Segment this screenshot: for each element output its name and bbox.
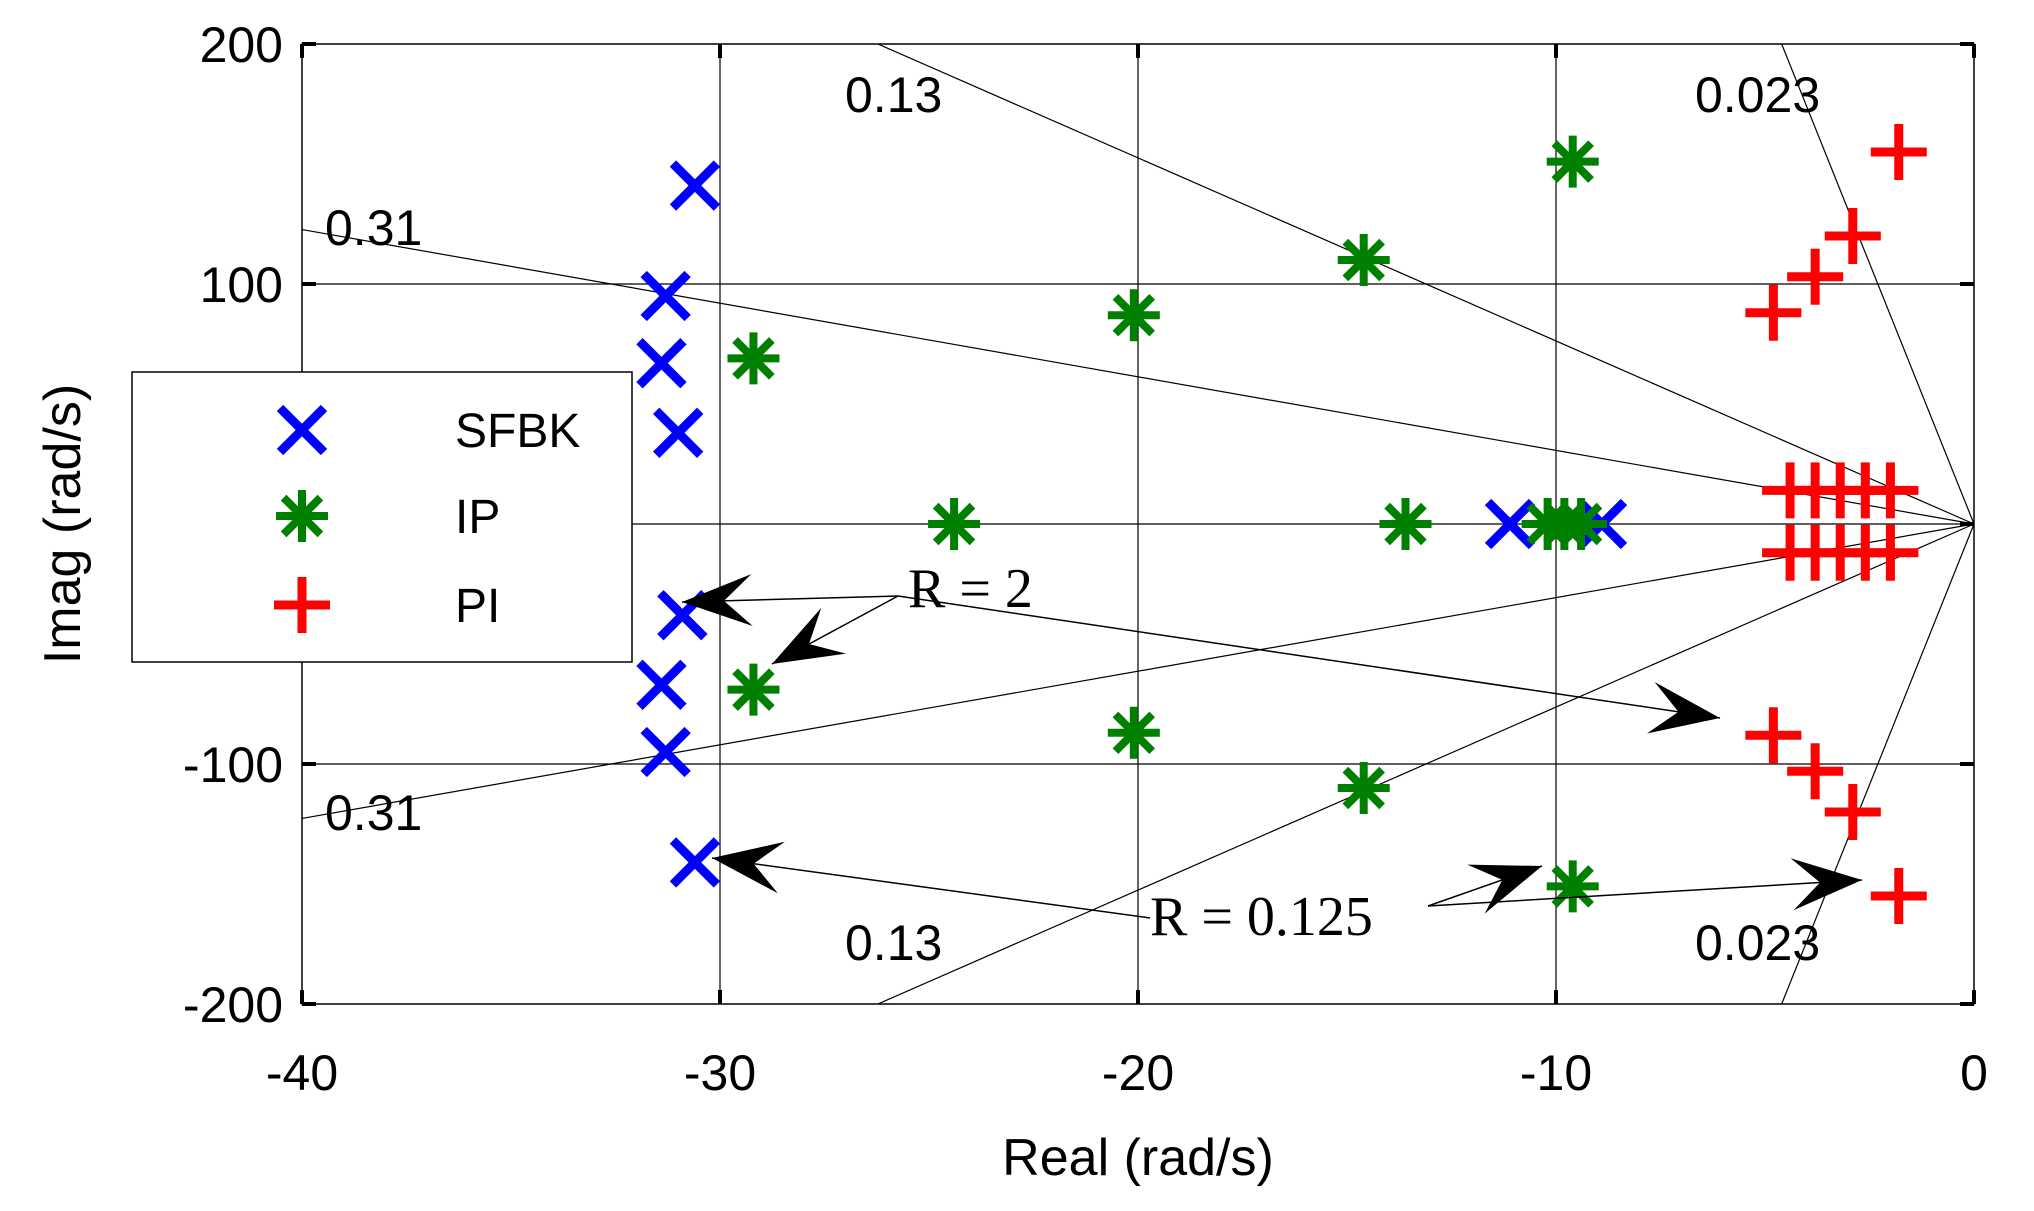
pole-sfbk [640, 270, 691, 322]
marker-stroke [1384, 502, 1427, 546]
legend-marker-pi [274, 577, 330, 633]
pole-pi [1787, 743, 1844, 800]
arrow-head [1790, 858, 1862, 911]
pole-pi [1787, 248, 1844, 305]
damping-label: 0.13 [845, 67, 942, 123]
annotations: R = 2 R = 0.125 [681, 558, 1863, 948]
marker-stroke [932, 502, 976, 546]
pole-ip [1546, 135, 1599, 188]
pole-ip [1337, 234, 1390, 286]
pole-ip [1107, 706, 1160, 759]
pole-ip [1107, 289, 1160, 342]
damping-line [1781, 523, 1975, 1005]
pole-sfbk [1484, 498, 1536, 550]
annotation-label: R = 0.125 [1150, 886, 1373, 948]
pole-ip [1546, 860, 1599, 913]
arrow-line [1427, 879, 1863, 907]
pole-sfbk [636, 338, 687, 389]
y-tick-label: -100 [183, 737, 283, 793]
pole-pi [1745, 284, 1802, 341]
legend-box [131, 371, 633, 663]
legend-marker-ip [276, 490, 328, 542]
damping-line [301, 523, 1975, 820]
y-axis-label: Imag (rad/s) [34, 384, 92, 664]
marker-stroke [669, 160, 721, 211]
legend-label-pi: PI [455, 580, 500, 633]
damping-label: 0.13 [845, 915, 942, 971]
pole-pi [1870, 868, 1927, 924]
marker-stroke [1484, 498, 1536, 550]
pole-pi [1824, 784, 1881, 840]
damping-line [877, 43, 1975, 525]
pole-pi [1824, 208, 1881, 264]
arrow-head [1467, 864, 1542, 914]
x-axis-label: Real (rad/s) [1002, 1129, 1274, 1187]
arrow-head [682, 574, 753, 627]
marker-stroke [640, 270, 691, 322]
marker-stroke [1559, 502, 1603, 546]
pole-ip [1555, 498, 1608, 550]
pole-pi [1862, 524, 1919, 581]
marker-stroke [636, 659, 687, 710]
damping-lines: 0.31 0.13 0.023 0.31 0.13 0.023 [301, 43, 1975, 1005]
marker-stroke [1342, 238, 1385, 282]
arrow-line [711, 857, 1151, 919]
marker-stroke [732, 337, 775, 380]
x-tick-label: 0 [1960, 1045, 1988, 1101]
y-tick-label: -200 [183, 977, 283, 1033]
legend-marker-sfbk [276, 404, 328, 456]
x-tick-label: -10 [1520, 1045, 1592, 1101]
damping-line [301, 228, 1975, 525]
marker-stroke [653, 407, 704, 458]
y-tick-label: 200 [200, 17, 283, 73]
marker-stroke [1112, 711, 1156, 755]
marker-stroke [1551, 140, 1594, 183]
pole-pi [1862, 462, 1919, 519]
pole-markers [636, 124, 1927, 924]
pole-sfbk [636, 659, 687, 710]
marker-stroke [1112, 293, 1156, 337]
legend: SFBK IP PI [131, 371, 633, 663]
marker-stroke [636, 338, 687, 389]
x-tick-label: -20 [1102, 1045, 1174, 1101]
pole-ip [727, 332, 780, 385]
pole-pi [1870, 124, 1927, 180]
marker-stroke [276, 404, 328, 456]
marker-stroke [732, 668, 775, 711]
marker-stroke [640, 726, 691, 778]
pole-ip [1379, 498, 1432, 550]
marker-stroke [280, 494, 324, 538]
damping-label: 0.31 [325, 200, 422, 256]
marker-stroke [1342, 766, 1385, 810]
damping-label: 0.023 [1695, 915, 1820, 971]
pole-pi [1745, 707, 1802, 764]
pole-ip [1337, 762, 1390, 814]
arrow-head [712, 841, 785, 894]
arrow-head [772, 607, 846, 664]
y-tick-label: 100 [200, 257, 283, 313]
x-tick-label: -40 [266, 1045, 338, 1101]
legend-label-ip: IP [455, 491, 500, 544]
legend-label-sfbk: SFBK [455, 405, 580, 458]
annotation-label: R = 2 [908, 558, 1033, 620]
damping-line [1781, 43, 1975, 525]
x-tick-label: -30 [684, 1045, 756, 1101]
pole-ip [727, 663, 780, 716]
pole-sfbk [669, 160, 721, 211]
pole-sfbk [640, 726, 691, 778]
pole-sfbk [653, 407, 704, 458]
damping-label: 0.31 [325, 785, 422, 841]
arrow-head [1646, 682, 1720, 734]
arrow-line [897, 595, 1721, 719]
marker-stroke [669, 837, 721, 888]
pole-ip [928, 498, 981, 550]
pole-sfbk [669, 837, 721, 888]
damping-label: 0.023 [1695, 67, 1820, 123]
damping-line [877, 523, 1975, 1005]
